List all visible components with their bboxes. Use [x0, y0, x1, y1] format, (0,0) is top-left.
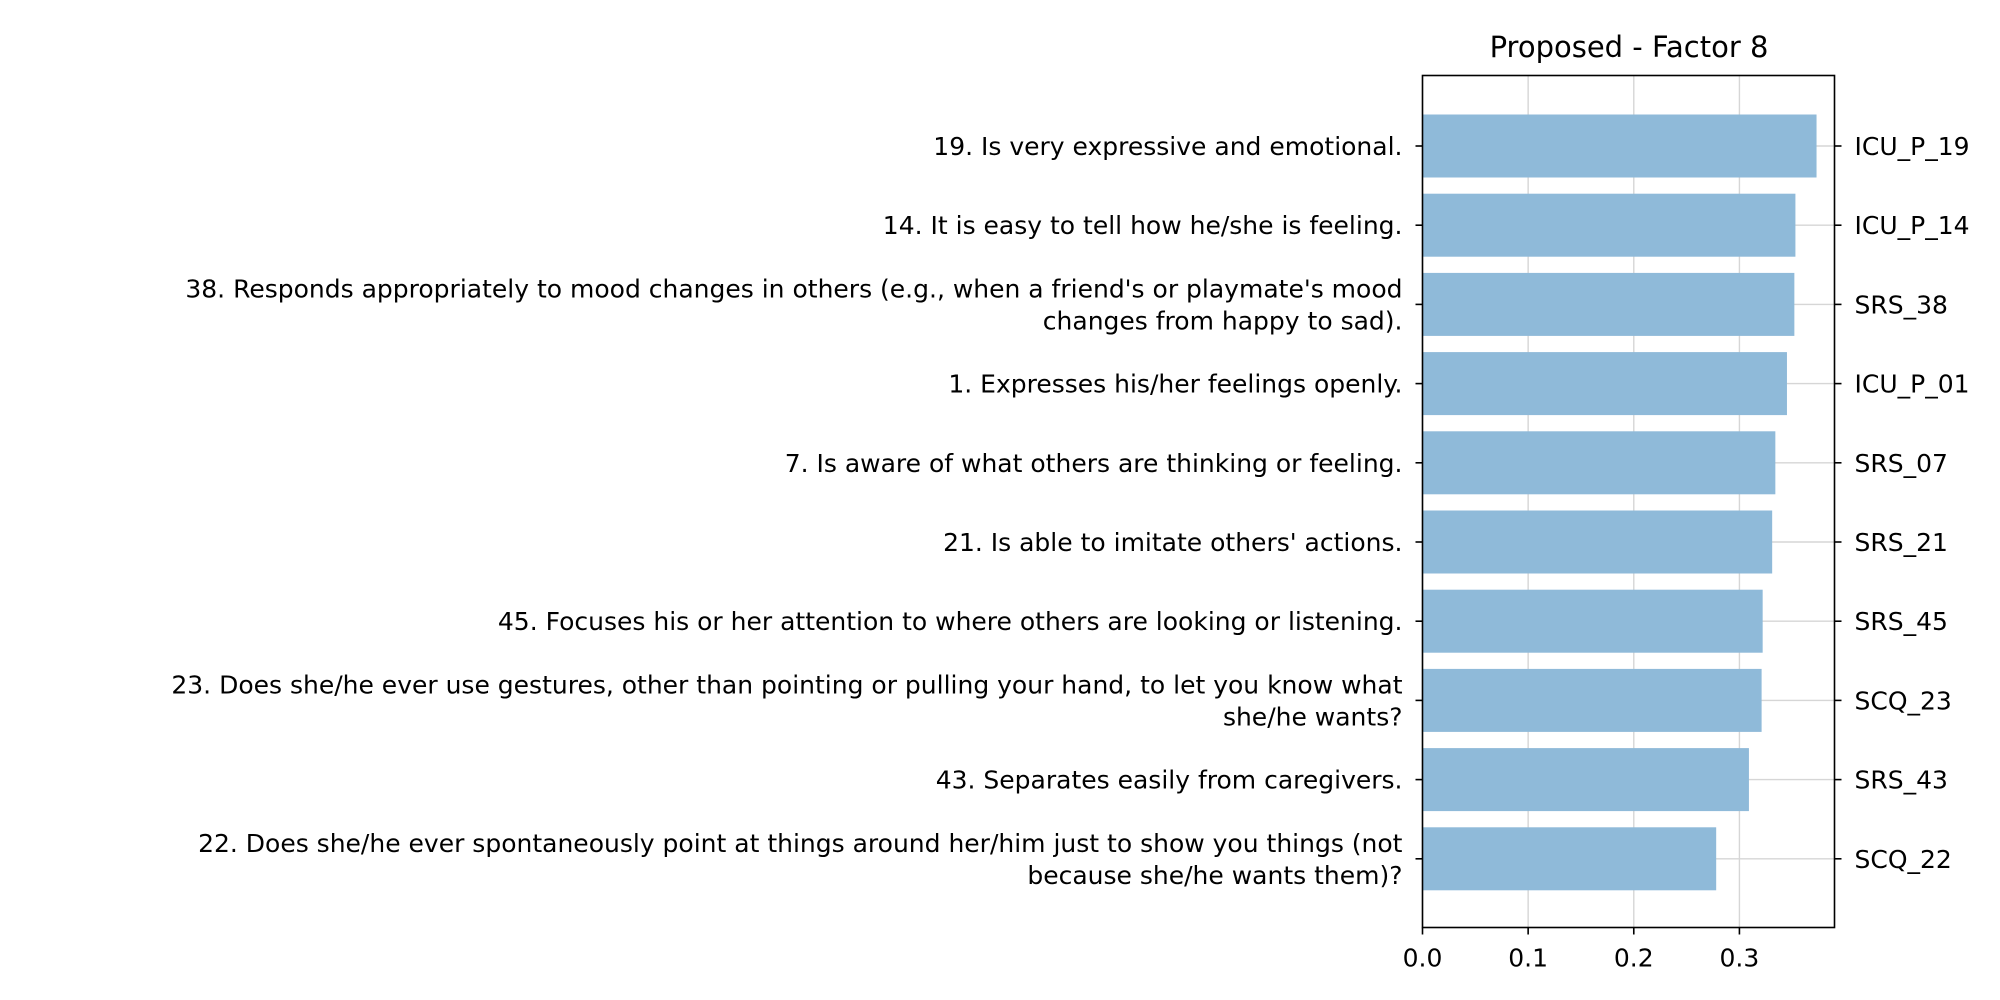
item-label: she/he wants? — [1223, 702, 1403, 731]
item-code-label: ICU_P_01 — [1855, 370, 1970, 399]
item-label: changes from happy to sad). — [1043, 306, 1403, 335]
bar — [1422, 352, 1787, 416]
bar — [1422, 272, 1795, 336]
bar — [1422, 827, 1717, 891]
axis-labels: 0.0 0.1 0.2 0.3 19. Is very expressive and e… — [171, 132, 1969, 973]
item-label: because she/he wants them)? — [1027, 861, 1402, 890]
bar — [1422, 668, 1762, 732]
item-label: 14. It is easy to tell how he/she is fee… — [883, 211, 1403, 240]
item-label: 19. Is very expressive and emotional. — [933, 132, 1402, 161]
item-label: 45. Focuses his or her attention to wher… — [498, 607, 1403, 636]
x-tick-label: 0.1 — [1508, 944, 1548, 973]
item-label: 23. Does she/he ever use gestures, other… — [171, 670, 1402, 699]
x-tick-label: 0.0 — [1403, 944, 1443, 973]
item-code-label: SCQ_22 — [1855, 845, 1952, 874]
x-tick-label: 0.2 — [1614, 944, 1654, 973]
item-label: 1. Expresses his/her feelings openly. — [948, 370, 1402, 399]
item-label: 22. Does she/he ever spontaneously point… — [198, 829, 1403, 858]
axis-ticks — [1415, 145, 1842, 935]
item-code-label: SRS_21 — [1855, 528, 1948, 557]
bar — [1422, 748, 1749, 812]
x-tick-label: 0.3 — [1720, 944, 1760, 973]
bar — [1422, 589, 1763, 653]
item-label: 7. Is aware of what others are thinking … — [785, 449, 1403, 478]
bar — [1422, 510, 1773, 574]
item-label: 21. Is able to imitate others' actions. — [943, 528, 1402, 557]
bar — [1422, 193, 1796, 257]
item-label: 38. Responds appropriately to mood chang… — [185, 274, 1402, 303]
item-code-label: SRS_45 — [1855, 607, 1948, 636]
bar — [1422, 114, 1817, 178]
bars — [1422, 114, 1817, 891]
item-code-label: ICU_P_19 — [1855, 132, 1970, 161]
plot-frame — [1421, 74, 1836, 929]
item-code-label: SCQ_23 — [1855, 686, 1952, 715]
item-code-label: SRS_07 — [1855, 449, 1948, 478]
item-code-label: SRS_43 — [1855, 766, 1948, 795]
item-label: 43. Separates easily from caregivers. — [936, 766, 1403, 795]
chart-title: Proposed - Factor 8 — [1490, 30, 1769, 64]
bar — [1422, 431, 1776, 495]
item-code-label: ICU_P_14 — [1855, 211, 1970, 240]
item-code-label: SRS_38 — [1855, 290, 1948, 319]
